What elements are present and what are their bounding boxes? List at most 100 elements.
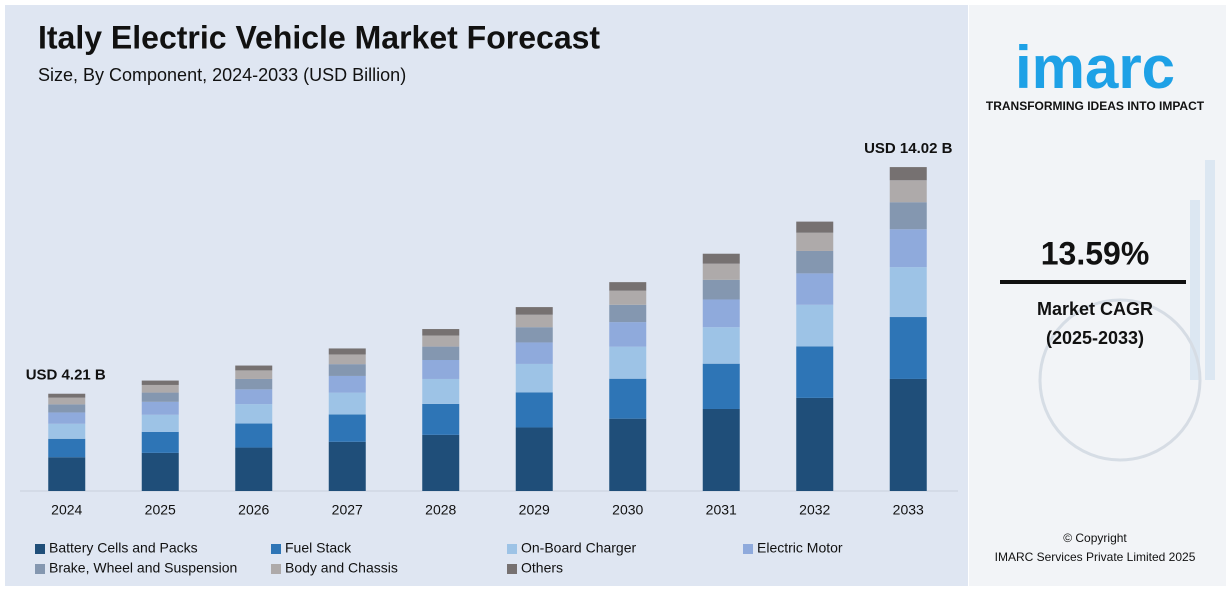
bar-segment [702, 408, 740, 491]
bar-segment [796, 232, 834, 251]
legend-label: Fuel Stack [285, 540, 352, 556]
side-panel [969, 5, 1226, 586]
x-tick-label: 2024 [51, 502, 82, 518]
bar-segment [141, 431, 179, 453]
bar-segment [889, 267, 927, 318]
bar-segment [235, 389, 273, 405]
bar-segment [889, 317, 927, 379]
bar-segment [235, 378, 273, 390]
chart-subtitle: Size, By Component, 2024-2033 (USD Billi… [38, 65, 406, 85]
tagline: TRANSFORMING IDEAS INTO IMPACT [986, 99, 1205, 113]
bar-segment [141, 384, 179, 393]
bar-segment [328, 392, 366, 415]
bar-segment [328, 414, 366, 442]
copyright: © Copyright [1063, 531, 1127, 545]
x-tick-label: 2031 [706, 502, 737, 518]
bar-segment [889, 202, 927, 230]
bar-segment [422, 360, 460, 379]
bar-segment [609, 304, 647, 323]
bar-segment [889, 229, 927, 268]
legend-label: Brake, Wheel and Suspension [49, 560, 237, 576]
bar-segment [48, 438, 86, 458]
x-tick-label: 2025 [145, 502, 176, 518]
bar-segment [796, 250, 834, 274]
bar-segment [141, 401, 179, 415]
bar-segment [48, 457, 86, 491]
bar-segment [609, 282, 647, 291]
x-tick-label: 2033 [893, 502, 924, 518]
bar-segment [48, 393, 86, 398]
bar-segment [328, 441, 366, 491]
legend-label: Body and Chassis [285, 560, 398, 576]
bar-segment [141, 380, 179, 385]
cagr-value: 13.59% [1041, 235, 1150, 271]
bar-segment [48, 404, 86, 413]
legend-swatch [271, 544, 281, 554]
bar-segment [515, 327, 553, 343]
bar-segment [235, 370, 273, 379]
bar-segment [609, 322, 647, 347]
bar-segment [889, 167, 927, 181]
bar-segment [796, 273, 834, 305]
side-decoration [1038, 160, 1215, 462]
bar-segment [702, 263, 740, 280]
bar-segment [702, 253, 740, 264]
bar-segment [702, 279, 740, 300]
annotation: USD 4.21 B [26, 367, 106, 384]
chart-title: Italy Electric Vehicle Market Forecast [38, 19, 600, 55]
x-tick-label: 2032 [799, 502, 830, 518]
legend-swatch [271, 564, 281, 574]
bar-segment [515, 363, 553, 393]
bar-segment [422, 403, 460, 435]
company: IMARC Services Private Limited 2025 [995, 550, 1196, 564]
bar-segment [515, 392, 553, 428]
bar-segment [422, 378, 460, 404]
x-tick-label: 2027 [332, 502, 363, 518]
bar-segment [328, 375, 366, 393]
legend-swatch [35, 564, 45, 574]
bar-segment [422, 346, 460, 361]
legend-swatch [507, 564, 517, 574]
bar-segment [141, 392, 179, 402]
bar-segment [609, 378, 647, 419]
cagr-rule [1000, 280, 1186, 284]
bar-segment [702, 327, 740, 364]
bar-segment [609, 290, 647, 305]
bar-segment [48, 412, 86, 424]
logo: imarc [1015, 34, 1175, 101]
bar-segment [235, 447, 273, 491]
bar-segment [422, 329, 460, 336]
legend-swatch [507, 544, 517, 554]
bar-segment [515, 314, 553, 328]
legend-label: On-Board Charger [521, 540, 637, 556]
bar-segment [48, 423, 86, 439]
annotation: USD 14.02 B [864, 140, 953, 157]
bar-segment [609, 418, 647, 491]
bar-segment [141, 452, 179, 491]
legend-label: Electric Motor [757, 540, 843, 556]
bar-segment [235, 404, 273, 424]
bar-segment [328, 354, 366, 365]
bar-segment [422, 434, 460, 491]
bar-segment [889, 180, 927, 203]
bar-segment [422, 335, 460, 347]
cagr-period: (2025-2033) [1046, 328, 1144, 348]
x-tick-label: 2030 [612, 502, 643, 518]
x-tick-label: 2029 [519, 502, 550, 518]
cagr-label: Market CAGR [1037, 299, 1153, 319]
bar-segment [328, 364, 366, 376]
bar-segment [515, 427, 553, 491]
bar-segment [235, 423, 273, 448]
legend-swatch [743, 544, 753, 554]
bar-segment [796, 304, 834, 347]
bar-segment [796, 397, 834, 491]
legend-swatch [35, 544, 45, 554]
bar-segment [609, 346, 647, 379]
bar-segment [515, 307, 553, 315]
legend-label: Others [521, 560, 563, 576]
bar-segment [141, 414, 179, 432]
bar-segment [48, 397, 86, 405]
bar-segment [515, 342, 553, 364]
x-tick-label: 2028 [425, 502, 456, 518]
